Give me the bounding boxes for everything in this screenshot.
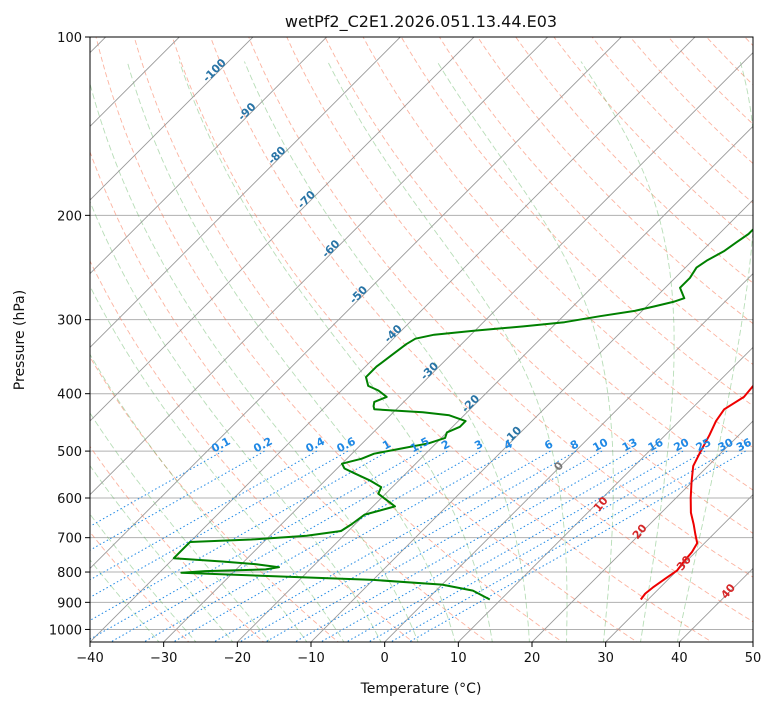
x-tick-label: 30 bbox=[597, 651, 614, 666]
mixing-ratio-line bbox=[90, 450, 389, 621]
isotherm-line bbox=[90, 37, 549, 496]
mixing-ratio-line bbox=[238, 450, 577, 642]
mixing-ratio-label: 30 bbox=[716, 436, 736, 455]
dry-adiabat bbox=[95, 37, 564, 642]
mixing-ratio-label: 13 bbox=[620, 436, 640, 455]
dry-adiabat bbox=[438, 37, 753, 365]
plot-frame bbox=[89, 36, 754, 643]
moist-adiabat bbox=[178, 61, 493, 642]
x-tick-label: −20 bbox=[224, 651, 251, 666]
dry-adiabat bbox=[171, 37, 713, 642]
dry-adiabat bbox=[90, 356, 339, 642]
mixing-ratio-line bbox=[90, 450, 223, 527]
moist-adiabat bbox=[90, 559, 160, 642]
moist-adiabat bbox=[436, 61, 614, 642]
background-grid bbox=[90, 37, 753, 642]
moist-adiabat bbox=[243, 61, 530, 642]
x-tick-label: 40 bbox=[671, 651, 688, 666]
y-tick-label: 900 bbox=[57, 596, 82, 611]
y-tick-label: 800 bbox=[57, 566, 82, 581]
x-tick-label: −30 bbox=[150, 651, 177, 666]
axes: −40 −30 −20 −10 0 10 20 30 40 50 100 200 300 400 500 60… bbox=[49, 31, 761, 666]
mixing-ratio-line bbox=[142, 450, 481, 642]
dry-adiabat bbox=[286, 37, 753, 534]
isotherm-line bbox=[236, 125, 753, 642]
y-tick-label: 200 bbox=[57, 209, 82, 224]
dry-adiabat bbox=[133, 37, 638, 642]
mixing-ratio-line bbox=[293, 450, 632, 642]
sounding-traces bbox=[172, 228, 753, 601]
moist-adiabat bbox=[90, 464, 234, 642]
x-tick-label: −40 bbox=[76, 651, 103, 666]
moist-adiabat bbox=[90, 412, 271, 642]
moist-adiabat bbox=[90, 200, 382, 642]
mixing-ratio-line bbox=[367, 450, 706, 642]
isotherm-line bbox=[90, 37, 254, 201]
isotherm-line bbox=[457, 346, 753, 642]
y-tick-label: 700 bbox=[57, 532, 82, 547]
dry-adiabat bbox=[90, 259, 414, 642]
x-tick-label: 50 bbox=[745, 651, 762, 666]
isotherm-line bbox=[384, 273, 753, 642]
dry-adiabat bbox=[248, 37, 753, 578]
mixing-ratio-line bbox=[264, 450, 603, 642]
mixing-ratio-label: 10 bbox=[591, 436, 611, 455]
dry-adiabat bbox=[90, 150, 489, 642]
x-tick-label: −10 bbox=[297, 651, 324, 666]
y-tick-label: 500 bbox=[57, 445, 82, 460]
isotherm-line bbox=[163, 52, 753, 642]
isotherm-line bbox=[531, 420, 753, 642]
isotherm-line bbox=[605, 494, 753, 642]
mixing-ratio-line bbox=[212, 450, 551, 642]
y-tick-label: 1000 bbox=[49, 623, 82, 638]
mixing-ratio-line bbox=[319, 450, 658, 642]
mixing-ratio-line bbox=[345, 450, 684, 642]
moist-adiabat bbox=[90, 285, 345, 642]
moist-adiabat bbox=[580, 61, 675, 642]
dry-adiabat bbox=[362, 37, 753, 449]
isotherm-line bbox=[90, 37, 401, 348]
mixing-ratio-line bbox=[408, 450, 746, 642]
mixing-ratio-label: 25 bbox=[694, 436, 714, 455]
mixing-ratio-line bbox=[109, 450, 448, 642]
dry-adiabat bbox=[90, 531, 190, 642]
isotherm-line bbox=[90, 37, 622, 569]
dry-adiabat bbox=[324, 37, 753, 491]
x-tick-label: 20 bbox=[524, 651, 541, 666]
x-tick-label: 10 bbox=[450, 651, 467, 666]
mixing-ratio-line bbox=[90, 450, 349, 598]
moist-adiabat bbox=[327, 61, 568, 642]
moist-adiabat bbox=[90, 82, 419, 642]
temperature-trace bbox=[639, 384, 753, 601]
mixing-ratio-line bbox=[389, 450, 728, 642]
mixing-ratio-label: 16 bbox=[646, 436, 666, 455]
dry-adiabat bbox=[210, 37, 753, 623]
mixing-ratio-line bbox=[90, 450, 265, 551]
x-tick-label: 0 bbox=[381, 651, 389, 666]
mixing-ratio-label: 20 bbox=[672, 436, 692, 455]
y-tick-label: 300 bbox=[57, 314, 82, 329]
y-axis-label: Pressure (hPa) bbox=[12, 290, 28, 390]
y-tick-label: 100 bbox=[57, 31, 82, 46]
dewpoint-trace bbox=[172, 228, 753, 601]
isotherm-line bbox=[90, 37, 475, 422]
isotherm-line bbox=[90, 37, 328, 275]
mixing-ratio-label: 36 bbox=[734, 436, 754, 455]
moist-adiabat bbox=[676, 61, 753, 642]
mixing-ratio-line bbox=[90, 450, 318, 581]
x-axis-label: Temperature (°C) bbox=[360, 681, 482, 697]
moist-adiabat bbox=[90, 513, 197, 642]
y-tick-label: 600 bbox=[57, 492, 82, 507]
y-tick-label: 400 bbox=[57, 388, 82, 403]
mixing-ratio-line bbox=[172, 450, 511, 642]
isotherm-line bbox=[310, 199, 753, 642]
chart-title: wetPf2_C2E1.2026.051.13.44.E03 bbox=[285, 12, 557, 32]
mixing-ratio-line bbox=[90, 450, 422, 640]
